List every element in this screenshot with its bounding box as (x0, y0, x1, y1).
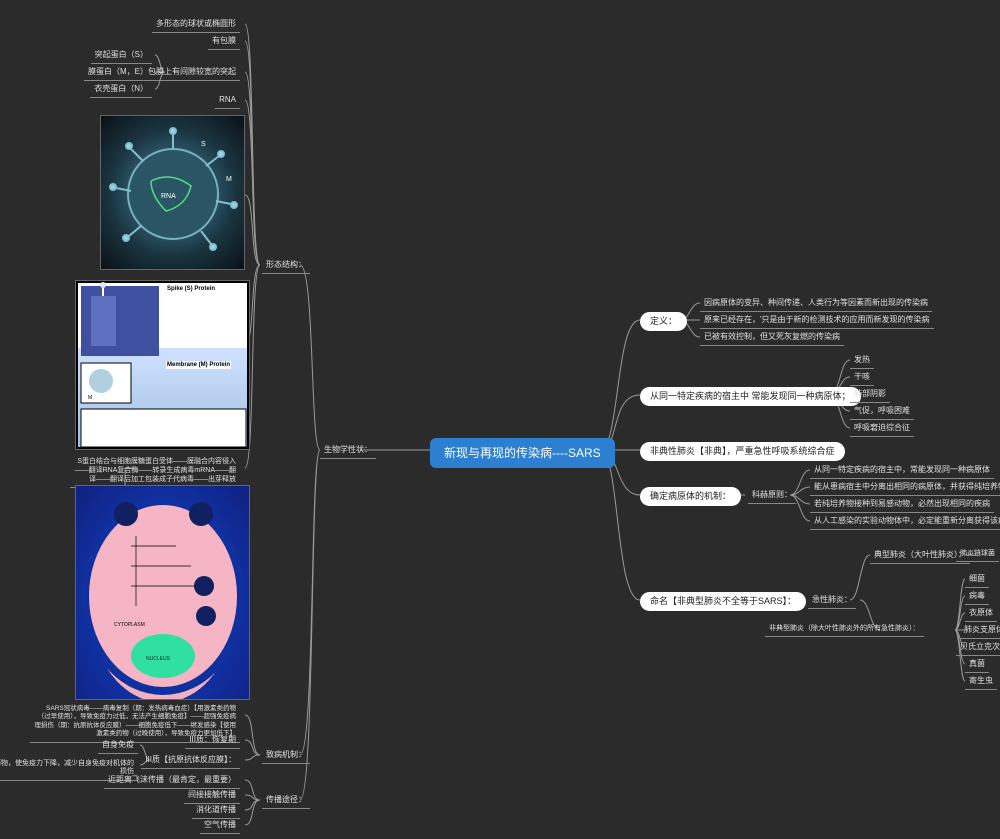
iii-rec: III质：恢复期 (185, 733, 240, 749)
atyp-6: 寄生虫 (965, 674, 997, 690)
spike-diagram: Spike (S) Protein Membrane (M) Protein E… (75, 280, 250, 450)
host-item-0: 发热 (850, 353, 874, 369)
atyp-1: 病毒 (965, 589, 989, 605)
def-item-1: 原来已经存在，'只是由于新的检测技术的应用而新发现的传染病 (700, 313, 934, 329)
virus-image: RNA S M (100, 115, 245, 270)
self-immune: 自身免疫 (98, 738, 138, 754)
koch-0: 从同一特定疾病的宿主中，常能发现同一种病原体 (810, 463, 994, 479)
branch-biology[interactable]: 生物学性状： (320, 443, 376, 459)
branch-pathogenesis[interactable]: 致病机制： (262, 748, 310, 764)
protein-s: 突起蛋白（S） (91, 48, 152, 64)
svg-text:NUCLEUS: NUCLEUS (146, 656, 171, 662)
morph-2: 包膜上有间隙较宽的突起 (144, 65, 240, 81)
branch-definition[interactable]: 定义： (640, 312, 687, 331)
def-item-0: 因病原体的变异、种间传递、人类行为等因素而新出现的传染病 (700, 296, 932, 312)
atyp-3: 肺炎支原体 (960, 623, 1000, 639)
host-item-1: 干咳 (850, 370, 874, 386)
route-0: 近距离飞沫传播（最肯定，最重要） (104, 773, 240, 789)
morph-1: 有包膜 (208, 34, 240, 50)
route-2: 消化道传播 (192, 803, 240, 819)
typical-label: 典型肺炎（大叶性肺炎）： (870, 548, 970, 564)
env-title: Envelope (E) Protein (84, 411, 145, 419)
spike-title: Spike (S) Protein (166, 285, 216, 293)
koch-2: 若纯培养物接种到易感动物，必然出现相同的疾病 (810, 497, 994, 513)
svg-text:M: M (226, 176, 232, 183)
route-3: 空气传播 (200, 818, 240, 834)
protein-n: 衣壳蛋白（N） (90, 82, 152, 98)
route-1: 间接接触传播 (184, 788, 240, 804)
atyp-0: 细菌 (965, 572, 989, 588)
def-item-2: 已被有效控制，但又死灰复燃的传染病 (700, 330, 844, 346)
branch-atypical[interactable]: 非典性肺炎【非典】，严重急性呼吸系统综合症 (640, 442, 845, 461)
branch-morphology[interactable]: 形态结构： (262, 258, 310, 274)
branch-naming[interactable]: 命名【非典型肺炎不全等于SARS】： (640, 592, 806, 611)
svg-text:M: M (88, 395, 92, 401)
svg-text:RNA: RNA (161, 193, 176, 200)
root-node[interactable]: 新现与再现的传染病----SARS (430, 438, 615, 468)
atyp-pneu-label: 非典型肺炎（除大叶性肺炎外的所有急性肺炎）： (765, 623, 924, 637)
iii-ab: III质【抗原抗体反应膜】： (141, 753, 240, 769)
atyp-4: 贝氏立克次体 (956, 640, 1000, 656)
cell-cycle-image: NUCLEUS CYTOPLASM (75, 485, 250, 700)
host-item-3: 气促，呼吸困难 (850, 404, 914, 420)
branch-host[interactable]: 从同一特定疾病的宿主中 常能发现同一种病原体； (640, 387, 861, 406)
mem-title: Membrane (M) Protein (166, 361, 231, 369)
morph-0: 多形态的球状或椭圆形 (152, 17, 240, 33)
svg-text:CYTOPLASM: CYTOPLASM (114, 622, 145, 628)
host-item-4: 呼吸窘迫综合征 (850, 421, 914, 437)
branch-mechanism[interactable]: 确定病原体的机制： (640, 487, 741, 506)
morph-3: RNA (215, 93, 240, 109)
protein-me: 膜蛋白（M，E） (84, 65, 152, 81)
branch-route[interactable]: 传播途径： (262, 793, 310, 809)
atyp-5: 真菌 (965, 657, 989, 673)
acute-label: 急性肺炎： (808, 593, 856, 609)
koch-1: 能从患病宿主中分离出相同的病原体，并获得纯培养物 (810, 480, 1000, 496)
koch-label: 科赫原则： (748, 488, 796, 504)
rna-process: S蛋白结合与细胞膜糖蛋白受体——膜融合内容侵入——翻译RNA复合酶——转录生成病… (70, 455, 240, 488)
atyp-2: 衣原体 (965, 606, 997, 622)
koch-3: 从人工感染的实验动物体中，必定能重新分离获得该病原体的纯培养物 (810, 514, 1000, 530)
svg-text:S: S (201, 141, 206, 148)
typical-item: 肺炎链球菌 (956, 548, 999, 562)
host-item-2: 肺部阴影 (850, 387, 890, 403)
